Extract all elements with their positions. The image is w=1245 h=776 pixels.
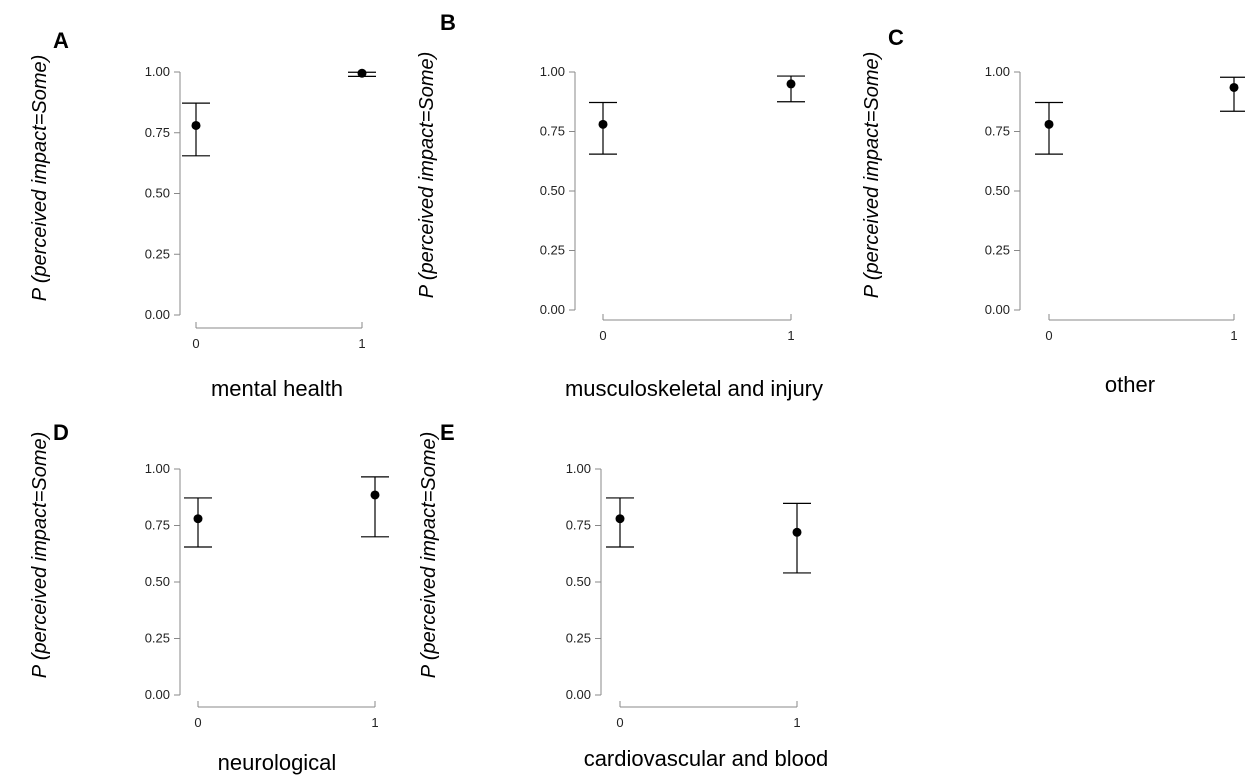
x-axis-label: cardiovascular and blood	[584, 746, 829, 771]
data-point	[1229, 82, 1239, 92]
y-tick-label: 1.00	[985, 64, 1010, 79]
chart-panel-b: B 0.00 0.25 0.50 0.75 1.00 0 1 P (perceived impa…	[416, 10, 823, 401]
y-tick-label: 0.75	[540, 124, 565, 139]
y-tick-label: 0.25	[540, 243, 565, 258]
chart-panel-c: C 0.00 0.25 0.50 0.75 1.00 0 1 P (perceived impa…	[861, 25, 1245, 397]
error-bar	[1220, 76, 1245, 112]
panel-letter: C	[888, 25, 904, 50]
y-tick-label: 1.00	[145, 461, 170, 476]
x-axis-label: musculoskeletal and injury	[565, 376, 823, 401]
y-tick-label: 0.25	[145, 246, 170, 261]
data-point	[598, 119, 608, 129]
x-tick-label: 1	[371, 715, 378, 730]
x-axis-label: mental health	[211, 376, 343, 401]
chart-panel-a: A 0.00 0.25 0.50 0.75 1.00 0 1 P (perceived impa…	[29, 28, 376, 401]
data-point	[615, 514, 625, 524]
y-tick-label: 0.00	[145, 307, 170, 322]
data-point	[357, 68, 367, 78]
x-tick-label: 0	[1045, 328, 1052, 343]
y-tick-label: 1.00	[145, 64, 170, 79]
y-tick-label: 0.75	[566, 518, 591, 533]
x-tick-label: 1	[787, 328, 794, 343]
x-tick-label: 1	[1230, 328, 1237, 343]
data-point	[786, 79, 796, 89]
y-axis-label: P (perceived impact=Some)	[416, 52, 438, 299]
data-point	[792, 527, 802, 537]
chart-panel-e: E 0.00 0.25 0.50 0.75 1.00 0 1 P (perceived impa…	[418, 420, 828, 771]
panel-letter: D	[53, 420, 69, 445]
y-tick-label: 0.50	[566, 574, 591, 589]
y-axis-label: P (perceived impact=Some)	[418, 432, 440, 679]
y-tick-label: 0.00	[145, 687, 170, 702]
y-tick-label: 0.50	[145, 574, 170, 589]
y-axis-label: P (perceived impact=Some)	[29, 55, 51, 302]
x-tick-label: 1	[358, 336, 365, 351]
y-axis-label: P (perceived impact=Some)	[861, 52, 883, 299]
y-tick-label: 0.75	[985, 124, 1010, 139]
x-tick-label: 0	[192, 336, 199, 351]
y-tick-label: 0.50	[985, 183, 1010, 198]
y-tick-label: 0.50	[145, 186, 170, 201]
data-point	[1044, 119, 1054, 129]
x-tick-label: 0	[599, 328, 606, 343]
x-axis-label: neurological	[218, 750, 337, 775]
y-axis-label: P (perceived impact=Some)	[29, 432, 51, 679]
data-point	[191, 120, 201, 130]
x-axis-label: other	[1105, 372, 1155, 397]
x-tick-label: 0	[616, 715, 623, 730]
x-tick-label: 0	[194, 715, 201, 730]
data-point	[193, 514, 203, 524]
y-tick-label: 0.00	[566, 687, 591, 702]
y-tick-label: 0.75	[145, 518, 170, 533]
chart-panel-d: D 0.00 0.25 0.50 0.75 1.00 0 1 P (perceived impa…	[29, 420, 389, 775]
error-bar	[361, 476, 389, 538]
panel-letter: E	[440, 420, 455, 445]
x-tick-label: 1	[793, 715, 800, 730]
y-tick-label: 1.00	[566, 461, 591, 476]
y-tick-label: 0.75	[145, 125, 170, 140]
y-tick-label: 0.25	[566, 631, 591, 646]
panel-letter: A	[53, 28, 69, 53]
y-tick-label: 0.25	[145, 631, 170, 646]
y-tick-label: 1.00	[540, 64, 565, 79]
y-tick-label: 0.50	[540, 183, 565, 198]
y-tick-label: 0.25	[985, 243, 1010, 258]
panel-letter: B	[440, 10, 456, 35]
data-point	[370, 490, 380, 500]
y-tick-label: 0.00	[540, 302, 565, 317]
error-bar	[783, 502, 811, 574]
y-tick-label: 0.00	[985, 302, 1010, 317]
